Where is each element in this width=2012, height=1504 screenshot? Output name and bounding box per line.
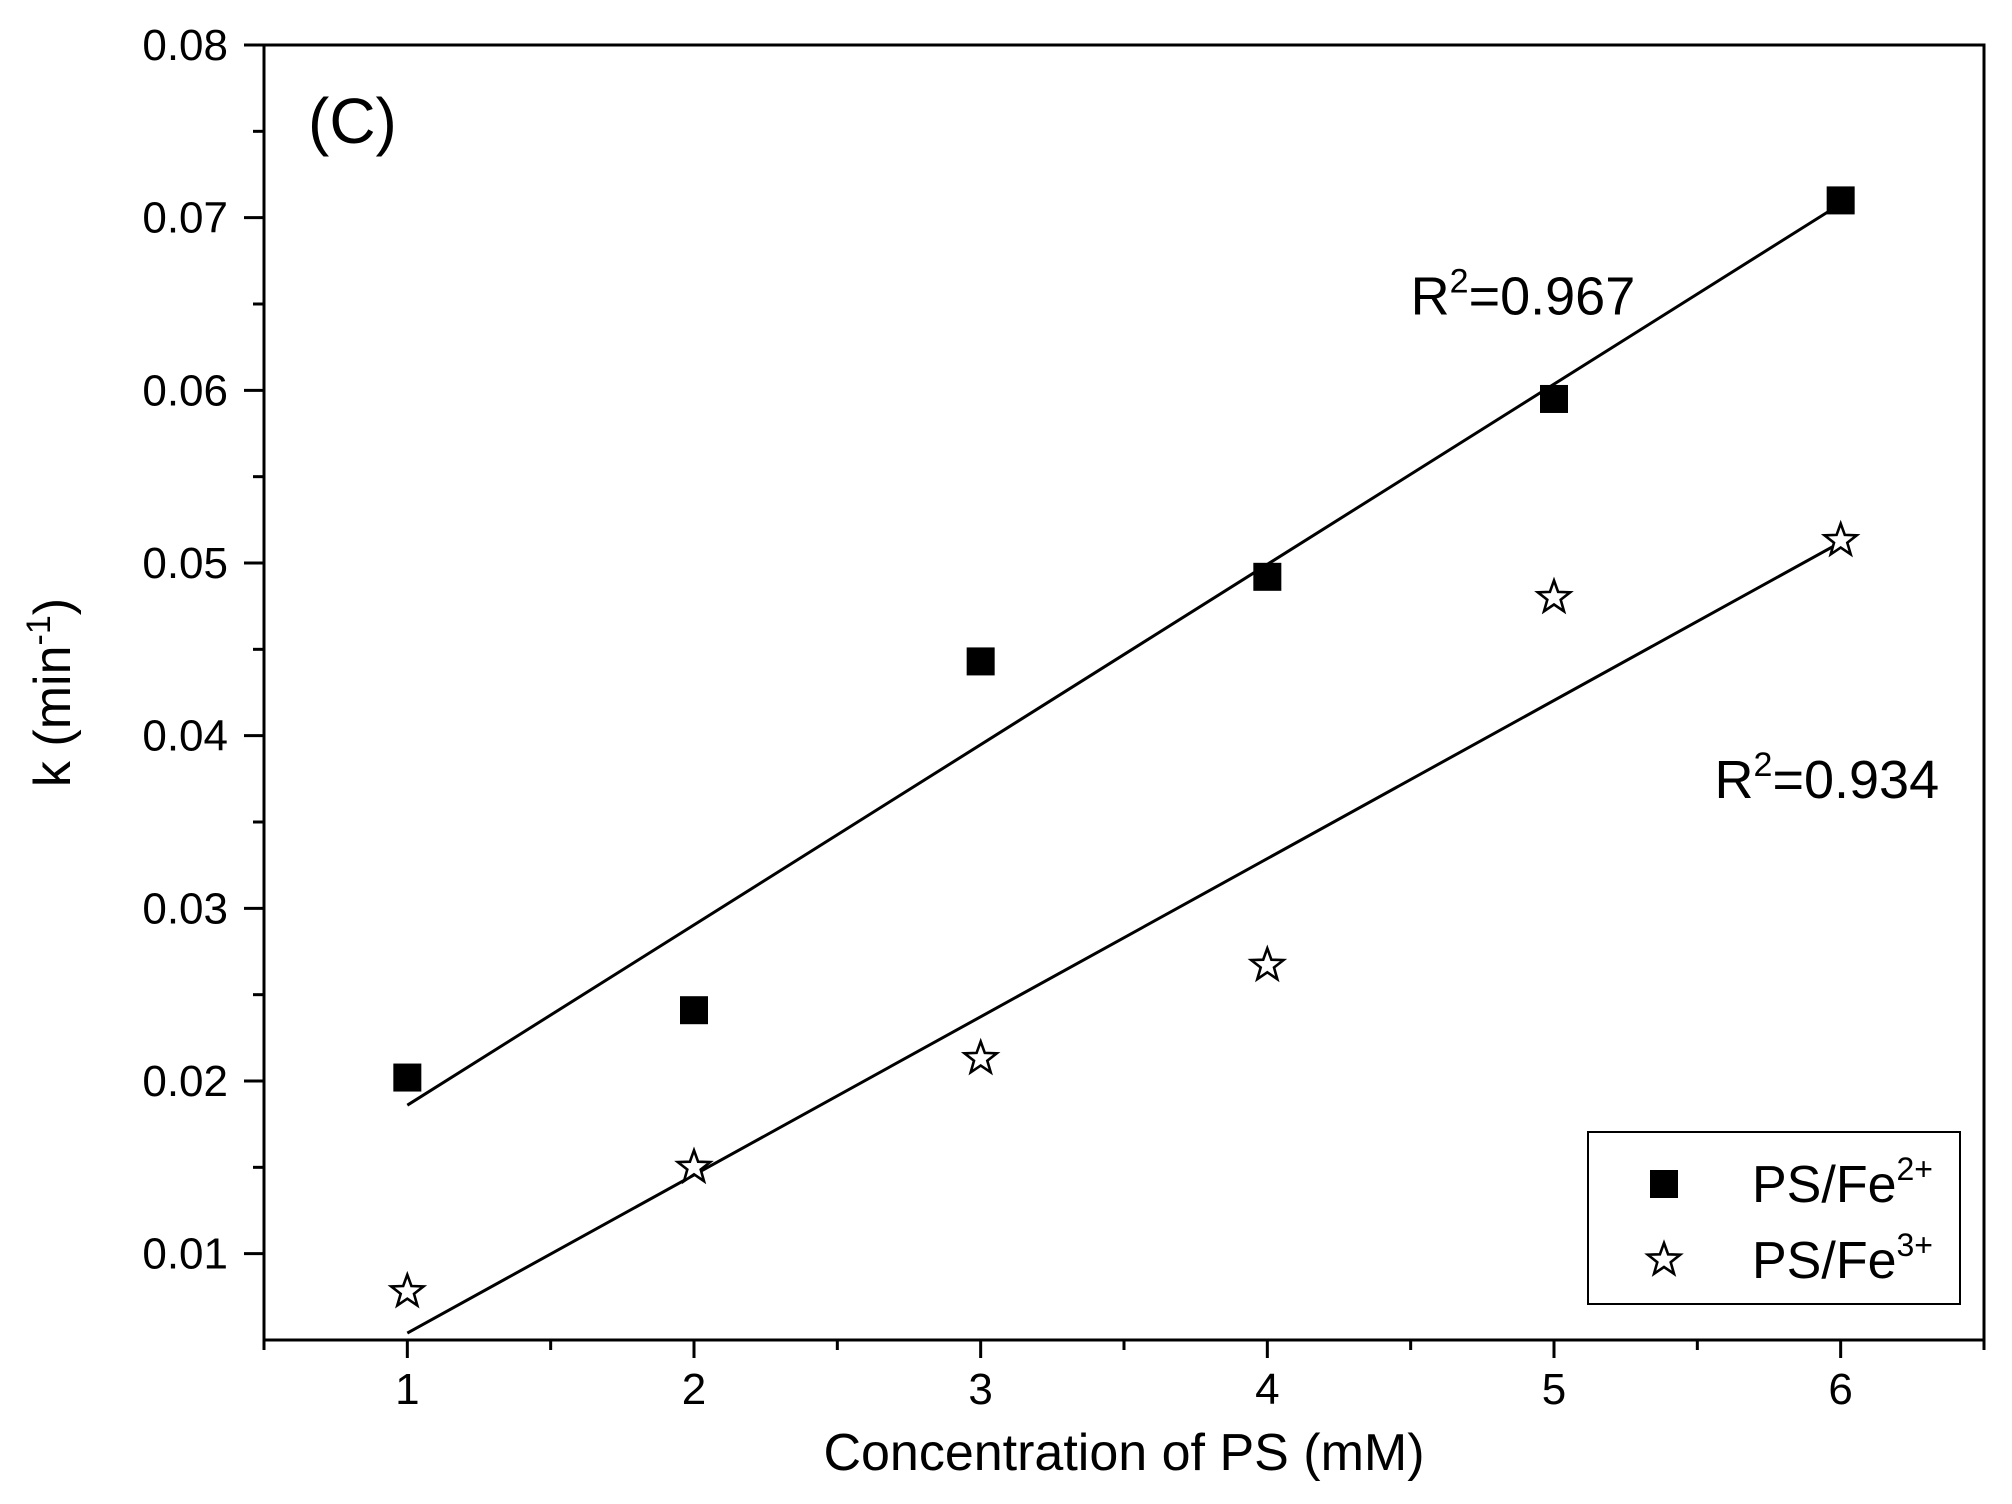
data-point-fe2 [1826,186,1855,215]
r2-label-fe3-sup: 2 [1754,746,1773,784]
x-tick-label: 4 [1255,1365,1279,1414]
data-markers [387,186,1861,1309]
x-axis-title: Concentration of PS (mM) [823,1424,1424,1482]
y-tick-label: 0.06 [142,366,228,415]
fit-line-fe2 [406,202,1842,1107]
data-point-fe3 [1820,519,1861,558]
y-tick-label: 0.08 [142,21,228,70]
r2-label-fe2-base: R [1411,266,1450,326]
r2-label-fe3-tail: =0.934 [1772,750,1939,810]
y-axis-title-base: k (min [24,646,82,788]
y-tick-label: 0.05 [142,539,228,588]
data-point-fe2 [1253,562,1282,591]
data-point-fe3 [1534,576,1574,615]
plot-frame [262,43,1986,1342]
fit-line-fe3 [406,540,1842,1335]
x-tick-label: 2 [682,1365,706,1414]
x-tick-label: 3 [968,1365,992,1414]
legend-box [1587,1131,1961,1305]
data-point-fe2 [680,996,708,1025]
y-tick-label: 0.02 [142,1057,228,1106]
legend: PS/Fe2+ PS/Fe3+ [1587,1131,1961,1305]
legend-label-fe3-sup: 3+ [1897,1227,1933,1263]
axis-ticks [244,43,1986,1358]
y-axis-title-tail: ) [24,598,82,615]
legend-marker-fe3 [1644,1239,1684,1277]
data-point-fe3 [960,1037,1001,1076]
legend-label-fe2: PS/Fe2+ [1752,1151,1933,1214]
x-tick-label: 5 [1542,1365,1566,1414]
data-point-fe3 [1247,944,1288,983]
y-tick-label: 0.04 [142,712,228,761]
data-point-fe2 [393,1063,422,1092]
r2-label-fe2-tail: =0.967 [1469,266,1636,326]
r2-label-fe2-sup: 2 [1450,262,1469,300]
legend-star-icon [1644,1239,1684,1277]
r2-label-fe3-base: R [1715,750,1754,810]
legend-label-fe2-sup: 2+ [1897,1151,1933,1187]
tick-labels: 1 2 3 4 5 6 0.01 0.02 0.03 0.04 0.05 0.06 0.07 0.08 [142,21,1853,1414]
x-tick-label: 1 [395,1365,419,1414]
panel-label: (C) [308,85,397,157]
y-tick-label: 0.07 [142,194,228,243]
legend-marker-fe2 [1650,1170,1678,1198]
data-point-fe2 [1540,384,1568,413]
y-axis-title-sup: -1 [20,615,58,645]
data-point-fe3 [674,1146,714,1185]
y-axis-title: k (min-1) [20,598,82,787]
legend-label-fe3: PS/Fe3+ [1752,1227,1933,1290]
data-point-fe2 [966,647,995,676]
y-tick-label: 0.03 [142,884,228,933]
legend-label-fe2-base: PS/Fe [1752,1156,1897,1214]
r2-label-fe3: R2=0.934 [1715,746,1940,810]
y-tick-label: 0.01 [142,1230,228,1279]
r2-label-fe2: R2=0.967 [1411,262,1636,326]
x-tick-label: 6 [1828,1365,1852,1414]
fit-lines [406,202,1842,1335]
legend-label-fe3-base: PS/Fe [1752,1232,1897,1290]
legend-square-icon [1650,1170,1678,1198]
data-point-fe3 [387,1270,428,1309]
